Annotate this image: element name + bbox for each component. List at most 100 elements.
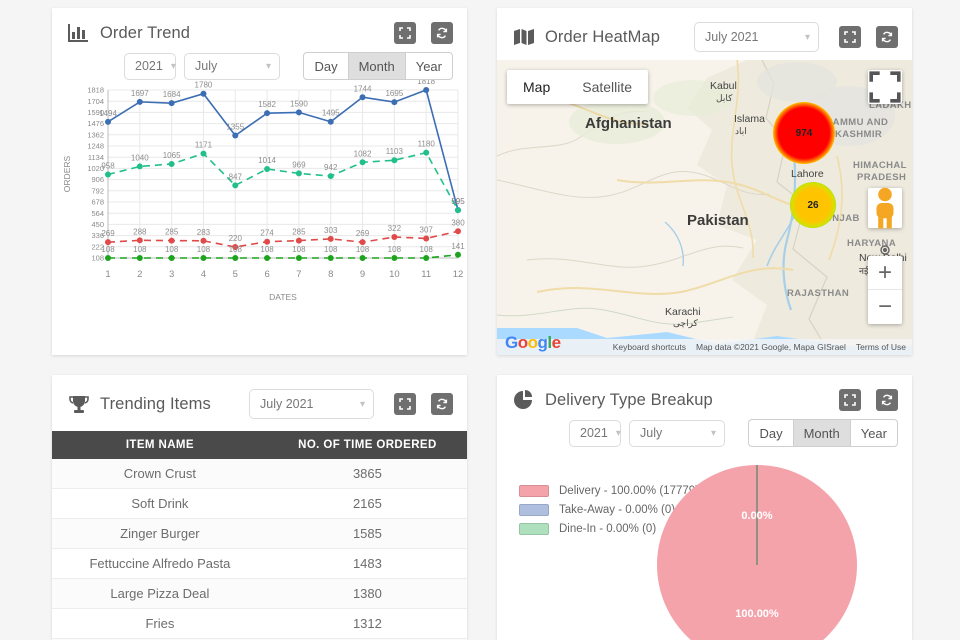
table-row[interactable]: Fries 1312	[52, 608, 467, 639]
table-row[interactable]: Crown Crust 3865	[52, 459, 467, 489]
map-zoom-out-button[interactable]: −	[877, 293, 892, 320]
order-trend-range-day[interactable]: Day	[304, 53, 349, 79]
point-series-red[interactable]	[295, 237, 302, 244]
value-label-series-red: 288	[133, 227, 147, 236]
legend-item-delivery[interactable]: Delivery - 100.00% (17779)	[519, 485, 699, 497]
point-series-green[interactable]	[455, 207, 461, 214]
point-series-blue[interactable]	[232, 132, 239, 139]
table-row[interactable]: Crunchy Chicken Pasta1155	[52, 638, 467, 640]
map-target-icon[interactable]	[877, 242, 893, 258]
point-series-green[interactable]	[264, 165, 271, 172]
delivery-range-month[interactable]: Month	[793, 420, 851, 446]
table-row[interactable]: Fettuccine Alfredo Pasta 1483	[52, 548, 467, 579]
delivery-range-year[interactable]: Year	[860, 425, 887, 441]
point-series-green[interactable]	[136, 163, 143, 170]
x-tick-label: 5	[233, 269, 238, 280]
pegman-street-view-icon[interactable]	[868, 187, 902, 229]
legend-label-dinein: Dine-In - 0.00% (0)	[559, 523, 657, 535]
delivery-fullscreen-button[interactable]	[839, 389, 861, 411]
heatmap-marker-974[interactable]: 974	[773, 102, 835, 164]
delivery-month-select[interactable]: July ▾	[629, 419, 725, 447]
map-fullscreen-button[interactable]	[868, 70, 902, 104]
legend-item-takeaway[interactable]: Take-Away - 0.00% (0)	[519, 504, 699, 516]
order-trend-fullscreen-button[interactable]	[394, 22, 416, 44]
map-keyboard-shortcuts-link[interactable]: Keyboard shortcuts	[612, 342, 686, 352]
point-series-green[interactable]	[105, 171, 111, 178]
heatmap-period-select[interactable]: July 2021 ▾	[694, 22, 819, 52]
point-series-blue[interactable]	[168, 100, 175, 107]
point-series-darkgreen[interactable]	[200, 255, 207, 261]
heatmap-map[interactable]: Map Satellite + −	[497, 60, 912, 355]
trending-refresh-button[interactable]	[431, 393, 453, 415]
legend-item-dinein[interactable]: Dine-In - 0.00% (0)	[519, 523, 699, 535]
point-series-red[interactable]	[359, 239, 366, 246]
chevron-down-icon: ▾	[359, 398, 365, 410]
heatmap-marker-26[interactable]: 26	[790, 182, 836, 228]
point-series-blue[interactable]	[136, 98, 143, 105]
order-trend-month-select[interactable]: July ▾	[184, 52, 280, 80]
map-data-attribution: Map data ©2021 Google, Mapa GISrael	[696, 342, 846, 352]
point-series-red[interactable]	[168, 237, 175, 244]
point-series-darkgreen[interactable]	[105, 255, 111, 261]
point-series-darkgreen[interactable]	[264, 255, 271, 261]
point-series-green[interactable]	[168, 160, 175, 167]
order-trend-year-select[interactable]: 2021 ▾	[124, 52, 176, 80]
point-series-green[interactable]	[232, 182, 239, 189]
order-trend-range-month[interactable]: Month	[348, 53, 406, 79]
trending-period-select[interactable]: July 2021 ▾	[249, 389, 374, 419]
point-series-green[interactable]	[327, 173, 334, 180]
map-type-satellite-button[interactable]: Satellite	[582, 79, 633, 95]
point-series-red[interactable]	[105, 239, 111, 246]
map-terms-link[interactable]: Terms of Use	[855, 342, 906, 352]
map-type-map-button[interactable]: Map	[523, 79, 551, 95]
point-series-blue[interactable]	[359, 94, 366, 101]
order-trend-period-selects: 2021 ▾ July ▾	[124, 52, 280, 80]
point-series-red[interactable]	[232, 243, 239, 250]
point-series-green[interactable]	[391, 157, 398, 164]
point-series-red[interactable]	[455, 228, 461, 235]
table-row[interactable]: Large Pizza Deal 1380	[52, 578, 467, 609]
value-label-series-green: 1065	[163, 151, 181, 160]
delivery-refresh-button[interactable]	[876, 389, 898, 411]
point-series-blue[interactable]	[327, 118, 334, 125]
point-series-darkgreen[interactable]	[295, 255, 302, 261]
order-trend-range-year[interactable]: Year	[415, 58, 442, 74]
point-series-darkgreen[interactable]	[232, 255, 239, 261]
point-series-red[interactable]	[391, 233, 398, 240]
delivery-pie-chart[interactable]: 0.00% 100.00%	[657, 465, 867, 640]
point-series-darkgreen[interactable]	[359, 255, 366, 261]
point-series-darkgreen[interactable]	[423, 255, 430, 261]
point-series-red[interactable]	[136, 237, 143, 244]
point-series-green[interactable]	[359, 159, 366, 166]
point-series-green[interactable]	[423, 149, 430, 156]
heatmap-refresh-button[interactable]	[876, 26, 898, 48]
point-series-darkgreen[interactable]	[136, 255, 143, 261]
trending-fullscreen-button[interactable]	[394, 393, 416, 415]
x-tick-label: 1	[105, 269, 110, 280]
table-row[interactable]: Soft Drink 2165	[52, 488, 467, 519]
point-series-green[interactable]	[295, 170, 302, 177]
point-series-red[interactable]	[327, 235, 334, 242]
point-series-darkgreen[interactable]	[391, 255, 398, 261]
point-series-red[interactable]	[423, 235, 430, 242]
map-zoom-in-button[interactable]: +	[868, 256, 902, 290]
point-series-red[interactable]	[200, 237, 207, 244]
point-series-darkgreen[interactable]	[168, 255, 175, 261]
point-series-blue[interactable]	[264, 110, 271, 117]
point-series-blue[interactable]	[423, 87, 430, 93]
x-tick-label: 3	[169, 269, 174, 280]
point-series-blue[interactable]	[391, 99, 398, 106]
order-trend-line-chart: 1082223364505646787929061020113412481362…	[62, 80, 465, 302]
point-series-blue[interactable]	[295, 109, 302, 116]
point-series-blue[interactable]	[105, 118, 111, 125]
heatmap-fullscreen-button[interactable]	[839, 26, 861, 48]
delivery-year-select[interactable]: 2021 ▾	[569, 419, 621, 447]
point-series-darkgreen[interactable]	[455, 251, 461, 258]
point-series-green[interactable]	[200, 150, 207, 157]
order-trend-refresh-button[interactable]	[431, 22, 453, 44]
table-row[interactable]: Zinger Burger 1585	[52, 518, 467, 549]
point-series-darkgreen[interactable]	[327, 255, 334, 261]
delivery-range-day[interactable]: Day	[749, 420, 794, 446]
point-series-red[interactable]	[264, 238, 271, 245]
point-series-blue[interactable]	[200, 90, 207, 97]
